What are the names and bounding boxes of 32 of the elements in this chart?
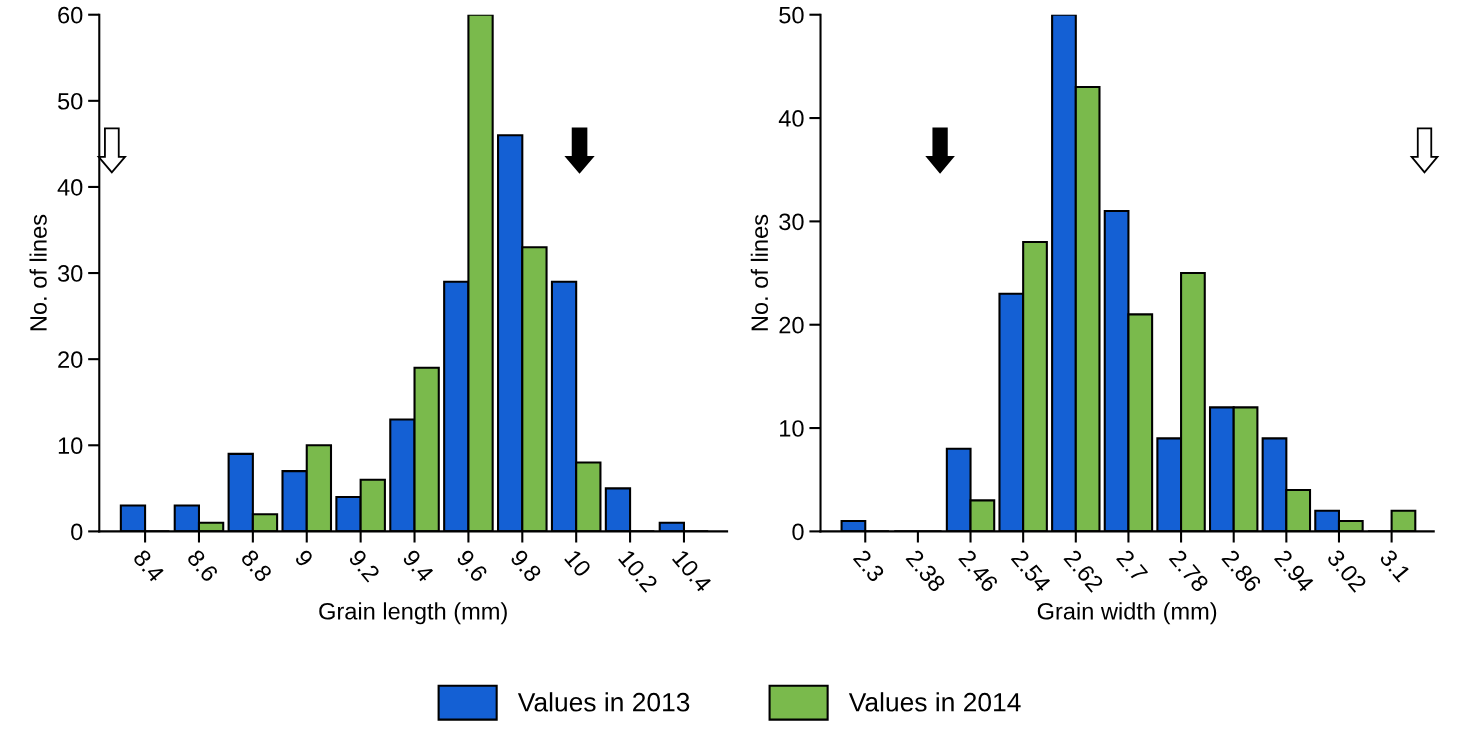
legend-label: Values in 2014	[848, 692, 1021, 712]
x-tick-label: 10.4	[671, 549, 713, 594]
y-tick-label: 50	[779, 6, 804, 24]
y-tick-label: 20	[779, 316, 804, 334]
y-tick-label: 0	[71, 523, 83, 541]
x-axis-title: Grain width (mm)	[1037, 602, 1217, 625]
x-tick-label: 8.6	[186, 548, 219, 583]
y-tick-label: 40	[778, 110, 804, 127]
y-tick-label: 40	[57, 179, 83, 196]
y-axis-title: No. of lines	[750, 214, 769, 331]
x-tick-label: 3.1	[1378, 548, 1412, 583]
y-tick-label: 30	[57, 265, 83, 282]
x-tick-label: 10	[564, 549, 592, 578]
y-tick-label: 10	[58, 437, 83, 455]
x-tick-label: 8.8	[240, 548, 273, 583]
x-tick-label: 2.7	[1116, 548, 1149, 583]
y-tick-label: 20	[58, 351, 83, 368]
x-tick-label: 9.6	[455, 548, 489, 583]
x-tick-label: 9	[294, 548, 314, 568]
y-tick-label: 30	[779, 213, 804, 231]
x-tick-label: 8.4	[132, 548, 166, 584]
x-tick-label: 9.2	[348, 548, 381, 583]
x-tick-label: 2.3	[852, 548, 886, 583]
y-tick-label: 10	[780, 420, 804, 437]
x-axis-title: Grain length (mm)	[319, 602, 507, 625]
legend-label: Values in 2013	[517, 692, 690, 712]
x-tick-label: 9.4	[401, 548, 435, 584]
x-tick-label: 9.8	[509, 548, 543, 583]
y-tick-label: 60	[58, 6, 83, 24]
y-tick-label: 0	[792, 523, 804, 541]
y-axis-title: No. of lines	[29, 214, 47, 331]
y-tick-label: 50	[57, 92, 83, 110]
